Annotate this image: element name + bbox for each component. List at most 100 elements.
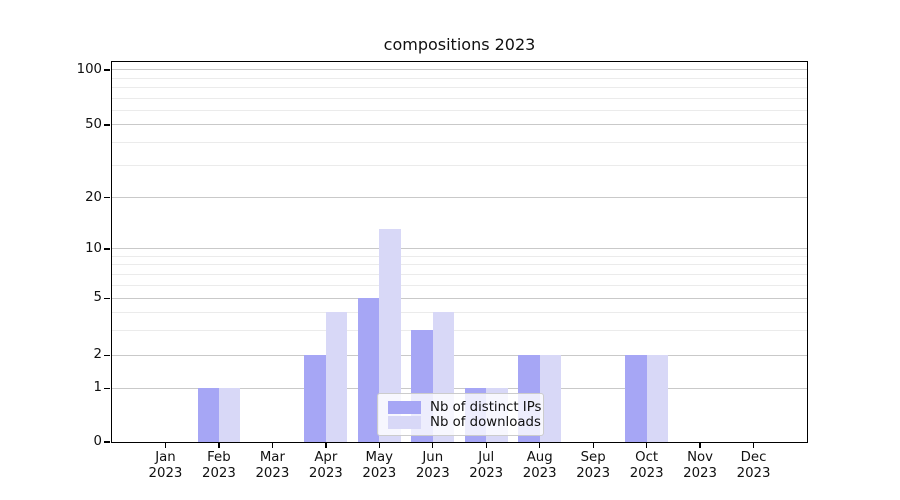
x-tick-year: 2023 [415, 465, 450, 481]
x-tick-year: 2023 [629, 465, 664, 481]
legend-item-downloads: Nb of downloads [388, 415, 541, 430]
major-gridline [112, 354, 807, 356]
major-gridline [112, 124, 807, 126]
x-tick-mark [164, 443, 167, 448]
x-tick-label: Jun 2023 [401, 450, 465, 481]
legend: Nb of distinct IPs Nb of downloads [377, 393, 544, 436]
bar-downloads-oct [646, 355, 668, 442]
x-tick-mark [646, 443, 648, 448]
minor-gridline [112, 311, 807, 313]
bar-downloads-feb [218, 388, 241, 442]
plot-area [111, 61, 808, 443]
x-tick-month: Jun [422, 450, 444, 465]
bar-distinct-ips-oct [625, 355, 647, 442]
legend-item-distinct-ips: Nb of distinct IPs [388, 400, 541, 415]
y-tick-mark [104, 354, 110, 356]
x-tick-year: 2023 [362, 465, 397, 481]
x-tick-label: Mar 2023 [240, 450, 304, 481]
minor-gridline [112, 255, 807, 257]
bar-downloads-may [379, 229, 401, 442]
minor-gridline [112, 142, 807, 144]
y-tick-mark [104, 197, 110, 199]
x-tick-month: Aug [526, 450, 553, 465]
bar-distinct-ips-may [357, 298, 380, 442]
y-tick-mark [104, 297, 110, 300]
y-tick-label: 2 [93, 347, 102, 363]
y-tick-label: 0 [93, 434, 102, 449]
x-tick-month: Oct [635, 450, 659, 465]
y-tick-mark [104, 387, 110, 389]
x-tick-year: 2023 [576, 465, 611, 481]
x-tick-label: May 2023 [347, 450, 411, 481]
major-gridline [112, 197, 807, 199]
x-tick-year: 2023 [202, 465, 236, 481]
x-tick-mark [432, 443, 434, 448]
y-tick-mark [104, 248, 110, 250]
x-tick-year: 2023 [148, 465, 183, 481]
x-tick-label: Apr 2023 [294, 450, 358, 481]
bar-downloads-apr [325, 312, 348, 442]
legend-swatch-distinct-ips [388, 401, 421, 414]
y-tick-label: 100 [76, 61, 102, 77]
x-tick-label: Sep 2023 [561, 450, 625, 481]
x-tick-year: 2023 [683, 465, 717, 481]
x-tick-month: Apr [314, 450, 338, 465]
minor-gridline [112, 77, 807, 79]
x-tick-month: Jan [155, 450, 176, 465]
minor-gridline [112, 264, 807, 266]
chart-title: compositions 2023 [383, 35, 536, 54]
minor-gridline [112, 87, 807, 89]
bar-distinct-ips-feb [197, 388, 219, 442]
x-tick-month: May [365, 450, 394, 465]
minor-gridline [112, 164, 807, 166]
x-tick-mark [539, 443, 541, 448]
x-tick-year: 2023 [255, 465, 290, 481]
x-tick-mark [271, 443, 274, 448]
major-gridline [112, 69, 807, 71]
x-tick-year: 2023 [522, 465, 557, 481]
minor-gridline [112, 109, 807, 111]
legend-swatch-downloads [388, 416, 421, 429]
x-tick-mark [699, 443, 701, 448]
y-tick-label: 1 [93, 380, 102, 396]
x-tick-month: Jul [478, 450, 495, 465]
minor-gridline [112, 97, 807, 99]
x-tick-mark [485, 443, 487, 448]
legend-label-downloads: Nb of downloads [430, 415, 541, 430]
x-tick-mark [325, 443, 327, 448]
y-tick-label: 50 [85, 116, 102, 132]
x-tick-month: Nov [687, 450, 714, 465]
minor-gridline [112, 273, 807, 275]
y-tick-label: 10 [85, 240, 102, 256]
x-tick-mark [218, 443, 220, 448]
x-tick-year: 2023 [469, 465, 504, 481]
x-tick-month: Feb [207, 450, 231, 465]
x-tick-label: Nov 2023 [668, 450, 732, 481]
y-tick-mark [104, 441, 110, 443]
x-tick-month: Dec [740, 450, 767, 465]
x-tick-label: Dec 2023 [722, 450, 786, 481]
minor-gridline [112, 284, 807, 286]
bar-distinct-ips-apr [304, 355, 326, 442]
x-tick-month: Sep [580, 450, 606, 465]
y-tick-mark [104, 124, 110, 126]
legend-label-distinct-ips: Nb of distinct IPs [430, 400, 542, 415]
x-tick-label: Jan 2023 [133, 450, 197, 481]
y-tick-label: 20 [85, 189, 102, 205]
bar-downloads-aug [539, 355, 562, 442]
x-tick-month: Mar [259, 450, 285, 465]
x-tick-year: 2023 [308, 465, 343, 481]
major-gridline [112, 248, 807, 250]
x-tick-label: Aug 2023 [508, 450, 572, 481]
x-tick-label: Feb 2023 [187, 450, 251, 481]
y-tick-label: 5 [93, 290, 102, 306]
x-tick-mark [378, 443, 380, 448]
x-tick-label: Oct 2023 [615, 450, 679, 481]
x-tick-mark [752, 443, 755, 448]
major-gridline [112, 297, 807, 299]
x-tick-mark [592, 443, 594, 448]
x-tick-label: Jul 2023 [454, 450, 518, 481]
major-gridline [112, 387, 807, 389]
minor-gridline [112, 329, 807, 331]
x-tick-year: 2023 [736, 465, 771, 481]
